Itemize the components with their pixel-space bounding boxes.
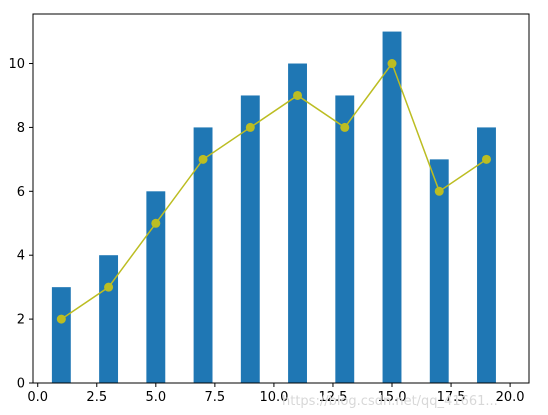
x-tick-label: 15.0 [378,390,407,405]
line-point [434,186,444,196]
y-tick-label: 2 [17,313,25,328]
y-tick-label: 8 [17,121,25,136]
bar [146,191,166,383]
bar [240,95,260,383]
bar [429,159,449,383]
line-point [481,154,491,164]
x-tick-label: 2.5 [86,390,107,405]
x-tick-label: 0.0 [27,390,48,405]
watermark: https://blog.csdn.net/qq_41661... [282,394,498,409]
bar [288,63,307,384]
x-tick-label: 10.0 [259,390,288,405]
y-tick-label: 10 [8,57,25,72]
y-tick-label: 0 [17,377,25,392]
x-tick-label: 7.5 [205,390,226,405]
line-point [104,282,114,292]
line-point [387,59,397,69]
y-tick-label: 6 [17,185,25,200]
line-point [293,90,303,100]
bar [51,287,71,383]
line-point [245,122,255,132]
x-tick-label: 17.5 [437,390,466,405]
plot-marks [51,31,496,384]
bar [193,127,213,383]
x-tick-label: 12.5 [318,390,347,405]
line-point [198,154,208,164]
plot-frame [32,13,530,384]
bar [477,127,496,383]
line-point [340,122,350,132]
line-point [151,218,161,228]
x-tick-label: 20.0 [496,390,525,405]
y-tick-label: 4 [17,249,25,264]
bar [99,255,119,383]
line-point [56,314,66,324]
bar [382,31,402,383]
bar [335,95,355,383]
series-line [60,61,487,320]
axis-ticks: 0.0 2.5 5.0 7.5 10.0 12.5 15.0 17.5 20.0 0 2 4 6 8 10 [8,57,524,405]
x-tick-label: 5.0 [145,390,166,405]
